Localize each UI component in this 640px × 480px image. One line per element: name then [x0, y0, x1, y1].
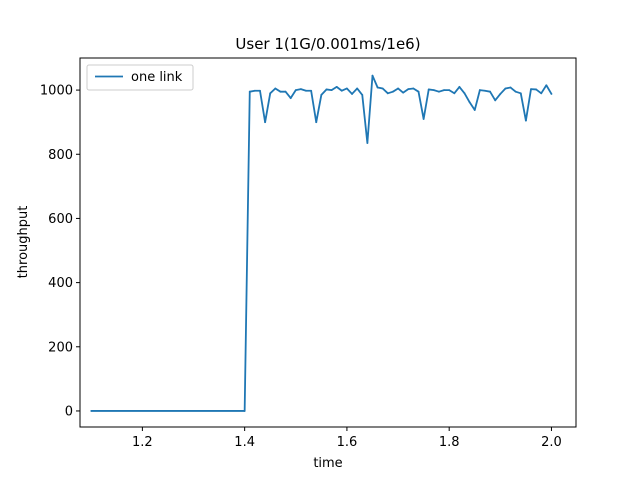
series-line-one-link: [91, 74, 553, 412]
data-point: [473, 109, 476, 111]
data-point: [458, 85, 461, 88]
data-point: [340, 89, 343, 92]
y-axis-label: throughput: [16, 206, 31, 279]
data-point: [397, 87, 399, 90]
data-point: [253, 89, 256, 92]
y-tick-label: 800: [48, 148, 73, 163]
y-tick-label: 1000: [40, 84, 73, 99]
data-point: [468, 101, 471, 104]
data-point: [386, 92, 389, 95]
legend: one link: [86, 64, 194, 91]
data-point: [509, 86, 512, 89]
data-point: [448, 89, 451, 91]
data-point: [524, 119, 527, 122]
data-point: [90, 410, 93, 412]
y-tick-label: 200: [48, 340, 73, 355]
data-point: [274, 87, 277, 90]
data-point: [463, 92, 466, 95]
x-tick-label: 1.4: [234, 435, 255, 450]
data-point: [351, 93, 353, 95]
legend-label-one-link: one link: [131, 70, 183, 85]
data-point: [432, 89, 435, 91]
data-point: [320, 94, 323, 96]
chart-title: User 1(1G/0.001ms/1e6): [235, 35, 420, 53]
data-point: [294, 89, 297, 91]
data-point: [371, 74, 374, 77]
x-axis-label: time: [313, 456, 342, 471]
data-point: [310, 89, 313, 92]
data-point: [300, 88, 302, 91]
data-point: [545, 84, 548, 87]
data-point: [494, 99, 497, 102]
data-point: [335, 85, 338, 88]
data-point: [535, 88, 538, 91]
data-point: [402, 91, 405, 94]
y-tick-label: 0: [65, 404, 73, 419]
data-point: [504, 87, 507, 90]
data-point: [453, 92, 456, 95]
data-point: [330, 89, 333, 91]
data-point: [305, 89, 307, 92]
data-point: [366, 142, 369, 144]
data-point: [427, 88, 430, 91]
data-point: [381, 87, 384, 90]
x-tick-label: 1.8: [439, 435, 460, 450]
data-point: [279, 90, 282, 93]
data-point: [243, 410, 246, 412]
data-point: [376, 86, 379, 89]
data-point: [407, 88, 410, 91]
data-point: [325, 88, 328, 91]
y-axis: 0 200 400 600 800 1000: [40, 84, 80, 419]
data-point: [361, 94, 364, 96]
data-point: [417, 90, 420, 93]
data-point: [489, 90, 491, 93]
data-point: [550, 93, 553, 95]
data-point: [422, 118, 425, 120]
data-point: [519, 92, 522, 95]
data-point: [478, 89, 481, 91]
y-tick-label: 600: [48, 212, 73, 227]
data-point: [248, 90, 251, 93]
data-point: [438, 90, 440, 93]
data-point: [289, 97, 292, 100]
data-point: [284, 90, 287, 93]
y-tick-label: 400: [48, 276, 73, 291]
data-point: [499, 93, 502, 95]
legend-box: [86, 64, 194, 91]
x-tick-label: 1.2: [132, 435, 153, 450]
data-point: [514, 90, 517, 93]
data-point: [412, 87, 415, 90]
data-point: [484, 89, 486, 92]
data-point: [392, 90, 394, 93]
data-point: [356, 87, 359, 90]
x-tick-label: 1.6: [337, 435, 358, 450]
data-point: [540, 92, 543, 95]
data-point: [346, 87, 348, 90]
data-point: [269, 92, 272, 95]
data-point: [443, 89, 445, 91]
x-axis: 1.2 1.4 1.6 1.8 2.0: [132, 427, 562, 450]
data-point: [259, 89, 261, 92]
data-point: [530, 88, 532, 91]
plot-frame: [79, 57, 577, 428]
data-point: [264, 121, 267, 124]
x-tick-label: 2.0: [541, 435, 562, 450]
data-point: [315, 121, 318, 124]
series-points: [90, 74, 553, 412]
